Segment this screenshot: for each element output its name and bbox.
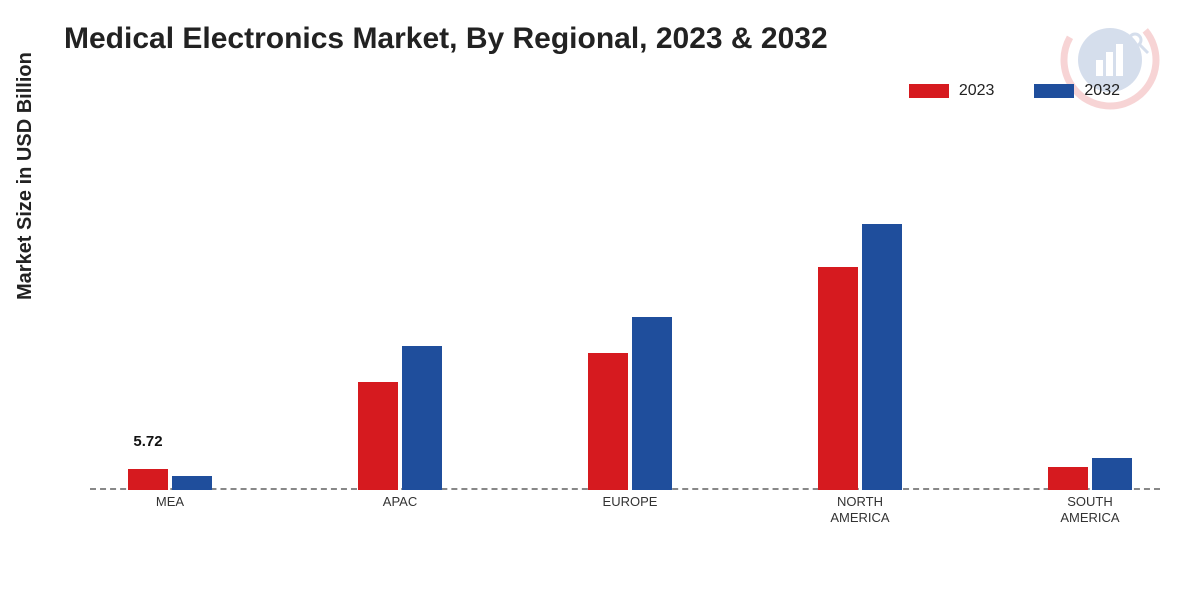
y-axis-label: Market Size in USD Billion xyxy=(14,52,37,300)
bar-2023 xyxy=(1048,467,1088,490)
x-axis-tick-label: APAC xyxy=(340,494,460,510)
bar-2032 xyxy=(172,476,212,490)
legend-item-2023: 2023 xyxy=(909,82,995,100)
bar-group xyxy=(340,346,460,490)
bar-2023 xyxy=(128,469,168,490)
legend: 2023 2032 xyxy=(909,82,1120,100)
x-axis-tick-label: SOUTHAMERICA xyxy=(1030,494,1150,525)
bar-2023 xyxy=(818,267,858,490)
x-axis-labels: MEA APAC EUROPE NORTHAMERICA SOUTHAMERICA xyxy=(90,494,1160,544)
bar-group xyxy=(110,469,230,490)
x-axis-tick-label: MEA xyxy=(110,494,230,510)
bar-2032 xyxy=(402,346,442,490)
legend-swatch-2023 xyxy=(909,84,949,98)
chart-container: Medical Electronics Market, By Regional,… xyxy=(0,0,1200,600)
legend-swatch-2032 xyxy=(1034,84,1074,98)
bar-group xyxy=(1030,458,1150,490)
bar-group xyxy=(570,317,690,490)
bar-2023 xyxy=(358,382,398,490)
plot-area: 5.72 xyxy=(90,130,1160,490)
bar-2032 xyxy=(632,317,672,490)
x-axis-tick-label: EUROPE xyxy=(570,494,690,510)
bar-group xyxy=(800,224,920,490)
legend-label-2023: 2023 xyxy=(959,82,995,100)
bar-value-label: 5.72 xyxy=(133,433,162,450)
legend-item-2032: 2032 xyxy=(1034,82,1120,100)
chart-title: Medical Electronics Market, By Regional,… xyxy=(64,22,828,56)
bar-2032 xyxy=(1092,458,1132,490)
legend-label-2032: 2032 xyxy=(1084,82,1120,100)
bar-2032 xyxy=(862,224,902,490)
x-axis-tick-label: NORTHAMERICA xyxy=(800,494,920,525)
bar-2023 xyxy=(588,353,628,490)
